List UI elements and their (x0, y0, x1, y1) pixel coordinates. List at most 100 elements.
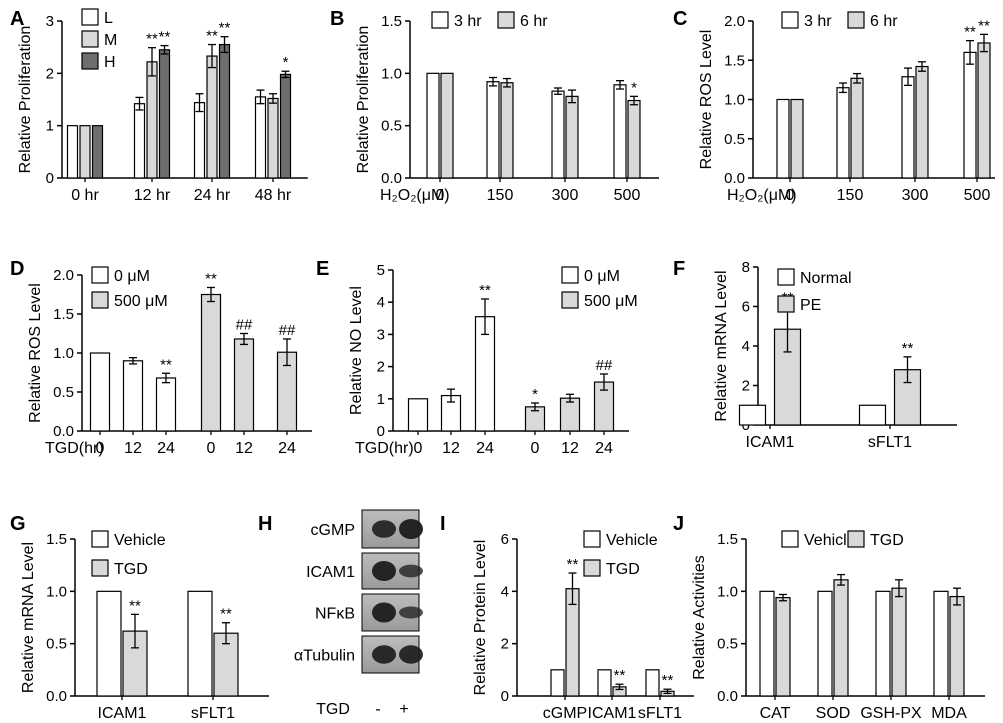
bar (79, 125, 91, 179)
legend-label: 3 hr (454, 13, 482, 30)
blot-band (399, 606, 423, 619)
y-tick-label: 0.5 (53, 384, 74, 401)
bar (279, 73, 292, 179)
blot-row-label: cGMP (311, 522, 355, 539)
y-tick-label: 6 (742, 299, 750, 316)
legend-swatch (847, 11, 865, 29)
y-tick-label: 1.0 (53, 345, 74, 362)
x-tick-label: 12 (561, 440, 579, 457)
legend-swatch (777, 268, 795, 286)
y-tick-label: 1.5 (381, 13, 402, 30)
y-tick-label: 8 (742, 259, 750, 276)
bar (550, 669, 565, 697)
bar (645, 669, 660, 697)
bar (858, 404, 887, 426)
x-tick-label: 0 (436, 187, 445, 204)
y-tick-label: 1.0 (46, 583, 67, 600)
x-tick-label: 48 hr (255, 187, 292, 204)
legend-label: Normal (800, 270, 852, 287)
y-tick-label: 2 (46, 65, 54, 82)
x-tick-label: MDA (931, 705, 967, 722)
bar (613, 84, 627, 179)
y-axis-label: Relative ROS Level (698, 30, 715, 170)
panel-f: F02468Relative mRNA Level**ICAM1**sFLT1N… (673, 258, 957, 451)
y-tick-label: 1.5 (53, 306, 74, 323)
panel-j: J 0.0 0.5 1.0 1.5 Relative Activities CAT SOD GS… (673, 513, 985, 722)
blot-lane-label: - (375, 701, 380, 718)
blot-band (399, 645, 423, 664)
significance-label: ** (159, 29, 171, 46)
x-tick-label: SOD (816, 705, 851, 722)
x-tick-label: 12 hr (134, 187, 171, 204)
panel-label: C (673, 8, 687, 30)
bar (597, 669, 612, 697)
legend-label: H (104, 54, 116, 71)
significance-label: ** (205, 270, 217, 287)
bar (565, 95, 579, 179)
x-tick-label: 12 (235, 440, 253, 457)
x-tick-label: 300 (902, 187, 929, 204)
x-tick-label: 0 (531, 440, 540, 457)
y-tick-label: 0.5 (724, 131, 745, 148)
legend-swatch (781, 530, 799, 548)
bar (850, 77, 864, 179)
bar (96, 590, 122, 697)
x-axis-label: H₂O₂(μM) (727, 187, 797, 204)
y-tick-label: 2.0 (53, 267, 74, 284)
y-tick-label: 0.5 (46, 636, 67, 653)
panel-d: D 0.0 0.5 1.0 1.5 2.0 Relative ROS Level 0 12 ** 2… (10, 258, 312, 457)
legend-swatch (561, 291, 579, 309)
x-tick-label: 0 (207, 440, 216, 457)
significance-label: * (532, 386, 538, 403)
legend-label: Vehicle (114, 532, 166, 549)
legend-label: TGD (114, 561, 148, 578)
significance-label: * (631, 79, 637, 96)
y-tick-label: 0.0 (53, 423, 74, 440)
y-tick-label: 0.0 (717, 688, 738, 705)
panel-label: F (673, 258, 685, 280)
y-tick-label: 5 (377, 262, 385, 279)
blot-band (372, 561, 396, 581)
y-tick-label: 4 (377, 294, 385, 311)
significance-label: ** (662, 672, 674, 689)
bar (933, 590, 949, 697)
x-tick-label: sFLT1 (191, 705, 235, 722)
bar (193, 102, 206, 179)
y-tick-label: 1 (46, 118, 54, 135)
y-tick-label: 0.5 (381, 118, 402, 135)
bar (901, 76, 915, 179)
x-axis-label: TGD(hr) (45, 440, 104, 457)
y-tick-label: 1.0 (717, 583, 738, 600)
x-tick-label: cGMP (543, 705, 587, 722)
bar (963, 51, 977, 179)
legend-swatch (583, 559, 601, 577)
bar (759, 590, 775, 697)
x-tick-label: GSH-PX (860, 705, 922, 722)
x-tick-label: 0 hr (71, 187, 99, 204)
blot-axis-label: TGD (316, 701, 350, 718)
bar (500, 82, 514, 179)
legend-label: 500 μM (114, 293, 168, 310)
blot-lane-label: + (399, 701, 408, 718)
panel-label: E (316, 258, 329, 280)
significance-label: ** (567, 556, 579, 573)
x-axis-label: H₂O₂(μM) (380, 187, 450, 204)
y-tick-label: 2 (377, 359, 385, 376)
panel-label: H (258, 513, 272, 535)
significance-label: ## (236, 317, 253, 334)
legend-swatch (81, 8, 99, 26)
significance-label: ** (160, 356, 172, 373)
blot-band (372, 602, 396, 623)
x-tick-label: 150 (487, 187, 514, 204)
legend-swatch (777, 295, 795, 313)
legend-swatch (81, 52, 99, 70)
bar (89, 352, 111, 432)
x-tick-label: 24 (157, 440, 175, 457)
panel-i: I 0 2 4 6 Relative Protein Level ** cGMP ** ICAM1… (440, 513, 694, 722)
y-tick-label: 0 (501, 688, 509, 705)
significance-label: ** (146, 31, 158, 48)
legend-label: L (104, 10, 113, 27)
y-axis-label: Relative Protein Level (472, 540, 489, 696)
